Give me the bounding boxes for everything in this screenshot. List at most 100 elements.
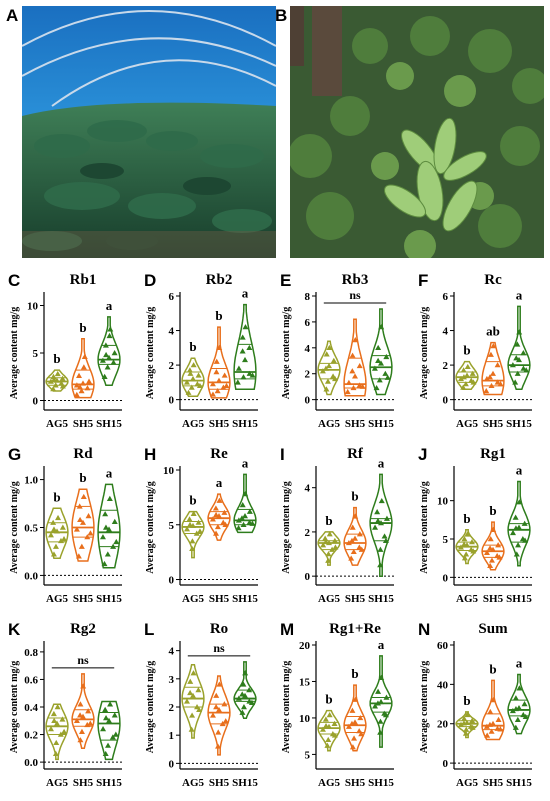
data-point [373, 384, 380, 391]
data-point [190, 510, 197, 517]
y-tick-label: 0.4 [24, 702, 38, 714]
data-point [249, 520, 256, 526]
y-tick-label: 1.0 [24, 475, 38, 487]
panel-title: Ro [210, 621, 228, 637]
data-point [221, 372, 228, 378]
y-tick-label: 0 [443, 395, 449, 407]
data-point [349, 524, 356, 530]
data-point [213, 369, 220, 375]
significance-letter: b [79, 320, 86, 335]
y-tick-label: 0.6 [24, 674, 38, 686]
y-tick-label: 4 [305, 483, 311, 495]
data-point [86, 378, 93, 384]
data-point [375, 688, 382, 694]
data-point [248, 699, 255, 705]
data-point [331, 537, 338, 543]
data-point [521, 520, 528, 526]
y-tick-label: 5 [305, 749, 311, 761]
panel-l: L Ro Average content mg/g 0 1 2 3 4 AG5 SH5 SH15 ns [144, 620, 258, 789]
data-point [345, 539, 352, 546]
violin-sh15 [369, 473, 393, 577]
data-point [216, 681, 223, 687]
data-point [99, 534, 106, 540]
x-tick-label: AG5 [456, 777, 479, 789]
significance-letter: a [106, 298, 113, 313]
data-point [50, 551, 57, 557]
data-point [326, 362, 332, 369]
violin-sh5 [343, 506, 367, 566]
data-point [235, 365, 242, 371]
y-tick-label: 0 [169, 758, 175, 770]
panel-title: Rg1+Re [329, 621, 381, 637]
data-point [325, 551, 332, 557]
y-tick-label: 20 [299, 640, 311, 652]
significance-letter: b [489, 661, 496, 676]
x-tick-label: SH5 [483, 777, 504, 789]
violin-ag5 [45, 507, 69, 559]
significance-label: ns [77, 653, 89, 667]
panel-title: Rg1 [480, 446, 506, 462]
data-point [322, 538, 329, 545]
data-point [187, 521, 194, 527]
data-point [513, 355, 520, 361]
data-point [322, 535, 329, 541]
data-point [216, 706, 222, 713]
data-point [325, 557, 332, 563]
data-point [490, 343, 497, 349]
y-tick-label: 2 [443, 360, 449, 372]
y-tick-label: 0.0 [24, 570, 38, 582]
panel-title: Rb3 [342, 272, 369, 288]
data-point [463, 551, 470, 557]
y-tick-label: 6 [305, 317, 311, 329]
data-point [377, 546, 384, 552]
data-point [356, 362, 363, 369]
data-point [246, 508, 253, 514]
panel-n: N Sum Average content mg/g 0 20 40 60 AG5 b SH5 b S… [418, 620, 532, 789]
data-point [383, 515, 390, 521]
data-point [238, 515, 245, 521]
data-point [213, 358, 220, 364]
data-point [375, 357, 382, 363]
data-point [195, 372, 202, 378]
data-point [183, 698, 190, 704]
data-point [235, 695, 242, 701]
data-point [73, 382, 80, 388]
y-axis-label: Average content mg/g [419, 481, 430, 574]
panel-k: K Rg2 Average content mg/g 0.0 0.2 0.4 0.6 0.8 A… [8, 620, 122, 789]
y-tick-label: 40 [437, 679, 449, 691]
data-point [242, 513, 248, 519]
y-tick-label: 2 [169, 360, 175, 372]
data-point [234, 379, 241, 385]
y-axis-label: Average content mg/g [9, 307, 20, 400]
significance-letter: a [216, 475, 223, 490]
y-tick-label: 2 [305, 527, 311, 539]
panel-title: Rb1 [70, 272, 97, 288]
data-point [348, 555, 355, 561]
data-point [461, 536, 468, 542]
data-point [352, 535, 358, 541]
data-point [50, 386, 57, 392]
significance-letter: ab [486, 324, 500, 339]
data-point [509, 362, 516, 368]
violin-ag5 [45, 369, 69, 392]
data-point [84, 385, 91, 391]
data-point [242, 692, 248, 698]
data-point [382, 712, 389, 718]
data-point [107, 701, 114, 707]
data-point [84, 721, 91, 728]
violin-sh5 [207, 326, 231, 399]
data-point [345, 723, 352, 729]
x-tick-label: AG5 [182, 593, 205, 605]
data-point [195, 519, 202, 525]
panel-letter: G [8, 445, 21, 464]
data-point [462, 381, 469, 387]
data-point [209, 712, 216, 718]
violin-sh5 [481, 521, 505, 571]
panel-m: M Rg1+Re Average content mg/g 5 10 15 20 AG5 b SH… [280, 620, 394, 789]
photo-a-letter: A [6, 6, 19, 25]
data-point [460, 367, 467, 373]
data-point [521, 701, 528, 707]
panel-letter: E [280, 271, 291, 290]
violin-sh15 [507, 673, 531, 735]
x-tick-label: SH5 [345, 777, 366, 789]
